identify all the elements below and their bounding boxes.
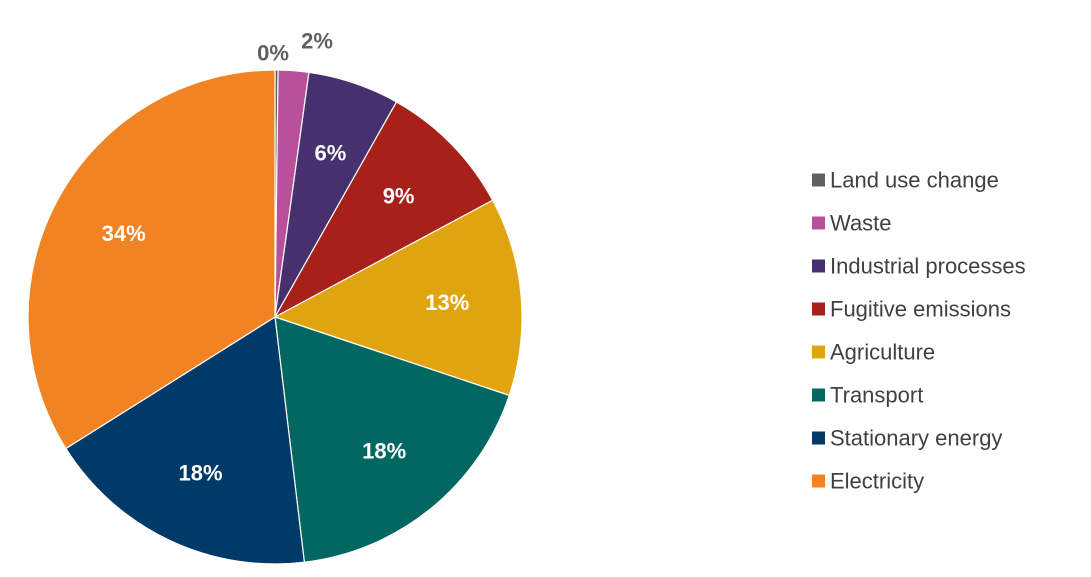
legend-label-electricity: Electricity <box>830 469 924 494</box>
legend-label-transport: Transport <box>830 383 923 408</box>
legend-label-stationary-energy: Stationary energy <box>830 426 1002 451</box>
legend-swatch-electricity <box>812 474 825 488</box>
legend-swatch-waste <box>812 216 825 230</box>
slice-label-land-use-change: 0% <box>257 41 289 66</box>
legend-label-waste: Waste <box>830 211 892 236</box>
slice-labels: 0% 2% 6% 9% 13% 18% 18% 34% <box>102 29 470 486</box>
pie-slice-fugitive-emissions <box>273 101 494 319</box>
legend-swatch-transport <box>812 388 825 402</box>
pie-slice-electricity <box>27 69 276 450</box>
slice-label-waste: 2% <box>301 29 333 54</box>
slice-label-fugitive-emissions: 9% <box>383 184 415 209</box>
legend-swatch-agriculture <box>812 345 825 359</box>
slice-label-transport: 18% <box>362 439 406 464</box>
legend-swatch-industrial-processes <box>812 259 825 273</box>
legend-swatch-stationary-energy <box>812 431 825 445</box>
slice-label-agriculture: 13% <box>425 290 469 315</box>
slice-label-stationary-energy: 18% <box>179 461 223 486</box>
legend-swatch-land-use-change <box>812 173 825 187</box>
legend-label-industrial-processes: Industrial processes <box>830 254 1026 279</box>
legend-label-agriculture: Agriculture <box>830 340 935 365</box>
slice-label-electricity: 34% <box>102 221 146 246</box>
pie-slice-transport <box>274 316 510 563</box>
pie-slices <box>27 69 523 565</box>
legend-label-fugitive-emissions: Fugitive emissions <box>830 297 1011 322</box>
pie-slice-agriculture <box>273 199 523 397</box>
legend-swatch-fugitive-emissions <box>812 302 825 316</box>
pie-slice-stationary-energy <box>65 315 306 565</box>
slice-label-industrial-processes: 6% <box>314 141 346 166</box>
legend: Land use change Waste Industrial processes… <box>812 168 1026 494</box>
legend-label-land-use-change: Land use change <box>830 168 999 193</box>
